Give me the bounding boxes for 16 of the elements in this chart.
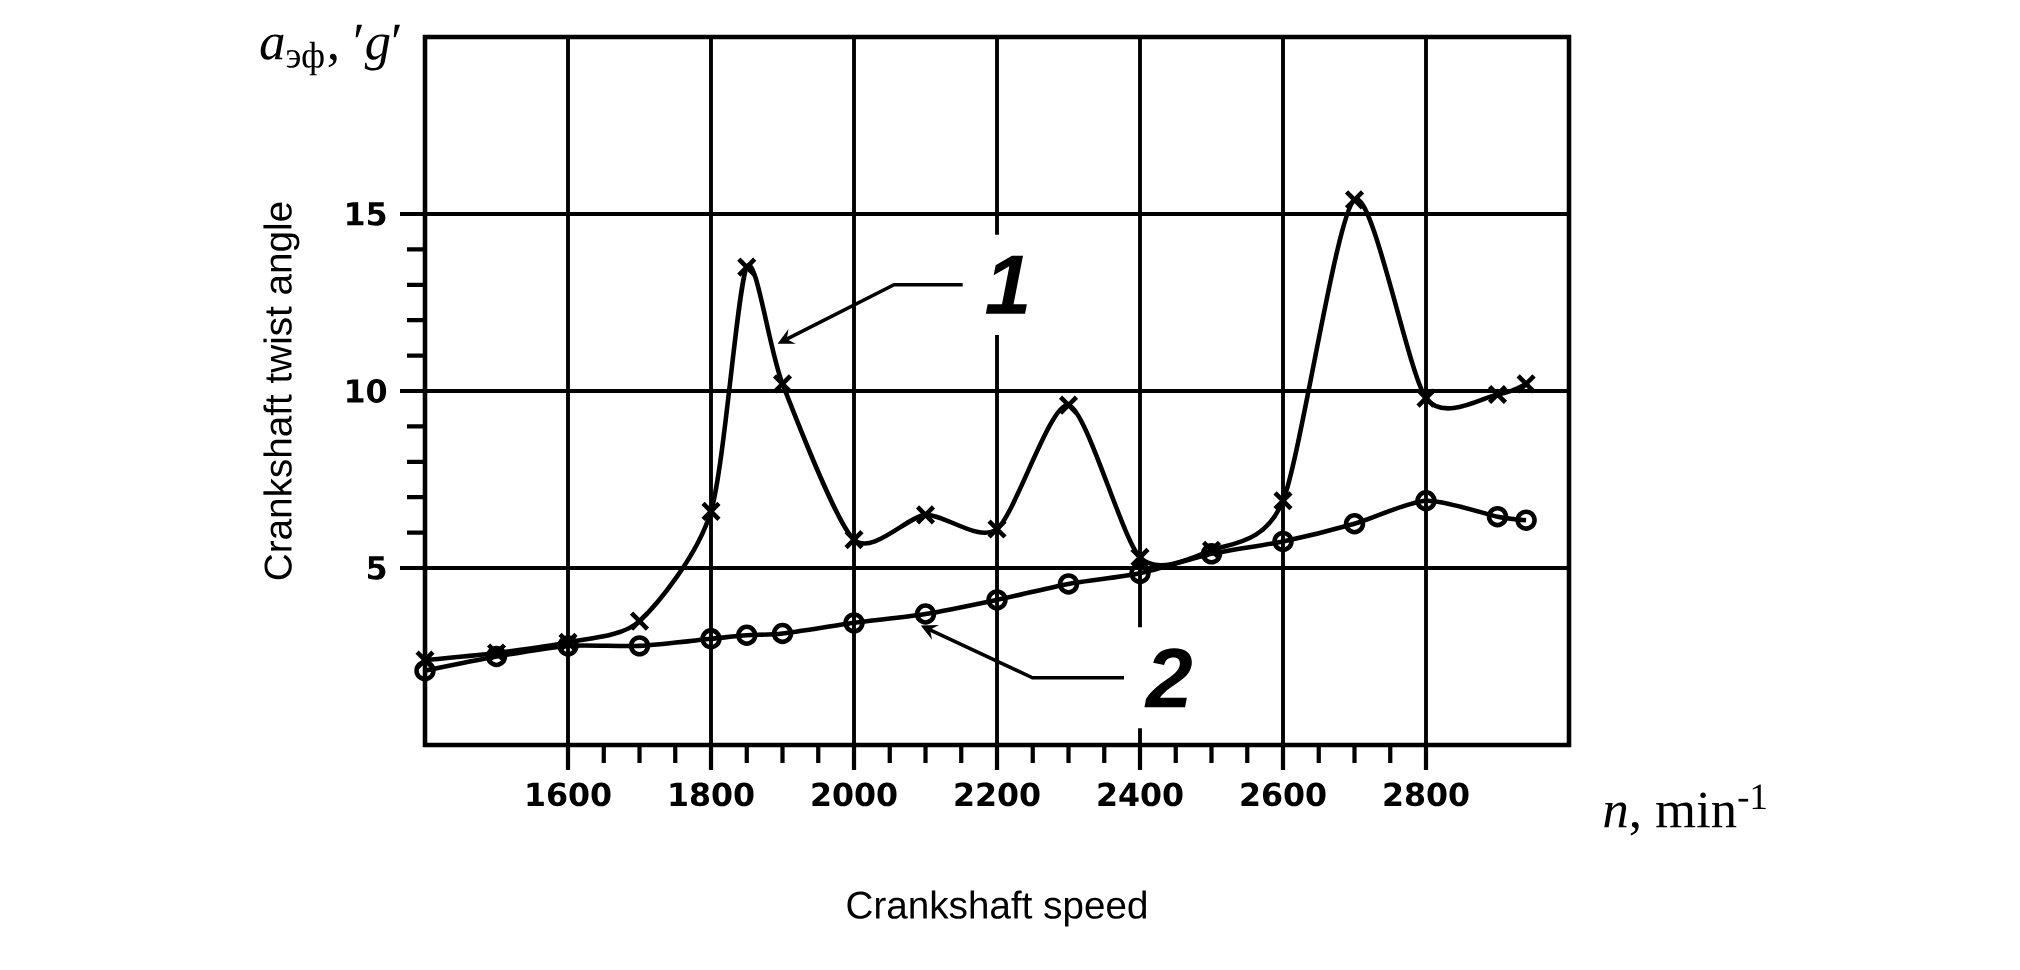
y-tick-label: 5 (368, 556, 386, 580)
x-tick-label: 2200 (955, 782, 1040, 807)
y-tick-label: 15 (347, 202, 386, 226)
annotation: 1 (985, 255, 1027, 314)
x-axis-title: Crankshaft speed (847, 890, 1146, 927)
x-tick-label: 1600 (527, 782, 611, 807)
annotation: 2 (1144, 648, 1192, 708)
x-tick-label: 2000 (812, 782, 897, 807)
x-tick-label: 2600 (1241, 782, 1326, 807)
text: a$_{эф}$, ′g′ (260, 24, 400, 76)
y-axis-title: Crankshaft twist angle (263, 202, 300, 580)
x-tick-label: 2800 (1384, 782, 1469, 807)
x-tick-label: 1800 (670, 782, 754, 807)
text: n, min$^{-1}$ (1604, 784, 1766, 836)
x-tick-label: 2400 (1098, 782, 1183, 807)
y-tick-label: 10 (347, 379, 387, 403)
